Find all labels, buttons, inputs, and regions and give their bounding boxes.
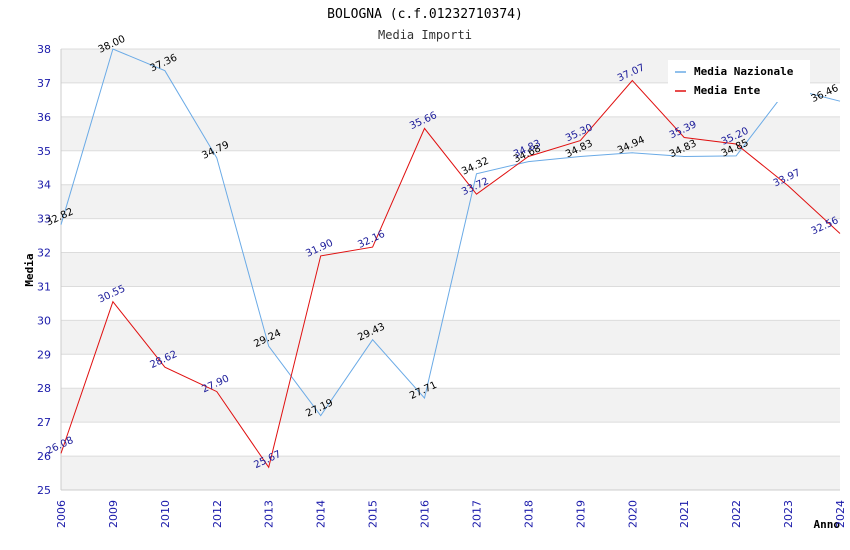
grid-band — [61, 116, 840, 151]
y-tick-label: 33 — [37, 213, 51, 226]
x-tick-label: 2015 — [367, 500, 380, 528]
grid-bands — [60, 48, 840, 491]
x-tick-label: 2020 — [626, 500, 639, 528]
x-tick-label: 2013 — [263, 500, 276, 528]
grid-band — [61, 456, 840, 490]
legend: Media Nazionale Media Ente — [668, 60, 810, 102]
legend-label-media-nazionale: Media Nazionale — [694, 65, 794, 78]
x-tick-label: 2010 — [159, 500, 172, 528]
x-tick-label: 2006 — [55, 500, 68, 528]
series-lines — [60, 48, 841, 469]
x-tick-label: 2017 — [470, 500, 483, 528]
series-line-media-nazionale — [60, 48, 841, 417]
x-tick-label: 2021 — [678, 500, 691, 528]
series-line-media-ente — [60, 79, 841, 469]
data-label: 26.08 — [45, 435, 76, 457]
y-tick-label: 27 — [37, 416, 51, 429]
grid-band — [61, 252, 840, 287]
x-tick-label: 2023 — [782, 500, 795, 528]
legend-box — [668, 60, 810, 102]
y-tick-label: 38 — [37, 43, 51, 56]
x-tick-label: 2014 — [315, 500, 328, 528]
x-tick-label: 2009 — [107, 500, 120, 528]
y-tick-label: 34 — [37, 179, 51, 192]
y-tick-label: 26 — [37, 450, 51, 463]
chart-subtitle: Media Importi — [378, 28, 472, 42]
x-tick-label: 2016 — [419, 500, 432, 528]
data-label: 36.46 — [810, 83, 841, 105]
data-label: 34.32 — [460, 156, 491, 178]
x-tick-label: 2022 — [730, 500, 743, 528]
data-label: 32.82 — [45, 206, 76, 228]
x-tick-label: 2012 — [211, 500, 224, 528]
grid-band — [61, 320, 840, 355]
y-tick-label: 30 — [37, 314, 51, 327]
y-axis-label: Media — [23, 253, 36, 286]
legend-label-media-ente: Media Ente — [694, 84, 761, 97]
chart-title: BOLOGNA (c.f.01232710374) — [327, 7, 523, 22]
x-axis-ticks: 2006 2009 2010 2012 2013 2014 2015 2016 2017 2018… — [55, 500, 847, 528]
x-axis-label: Anno — [814, 518, 841, 531]
y-tick-label: 31 — [37, 280, 51, 293]
y-tick-label: 37 — [37, 77, 51, 90]
x-tick-label: 2018 — [522, 500, 535, 528]
x-tick-label: 2019 — [574, 500, 587, 528]
x-tick-label: 2024 — [834, 500, 847, 528]
grid-band — [61, 184, 840, 219]
y-tick-label: 29 — [37, 348, 51, 361]
y-tick-label: 32 — [37, 247, 51, 260]
y-tick-label: 25 — [37, 484, 51, 497]
y-tick-label: 36 — [37, 111, 51, 124]
grid-band — [61, 388, 840, 423]
y-axis-ticks: 25 26 27 28 29 30 31 32 33 34 35 36 37 38 — [37, 43, 51, 497]
y-tick-label: 35 — [37, 145, 51, 158]
y-tick-label: 28 — [37, 382, 51, 395]
